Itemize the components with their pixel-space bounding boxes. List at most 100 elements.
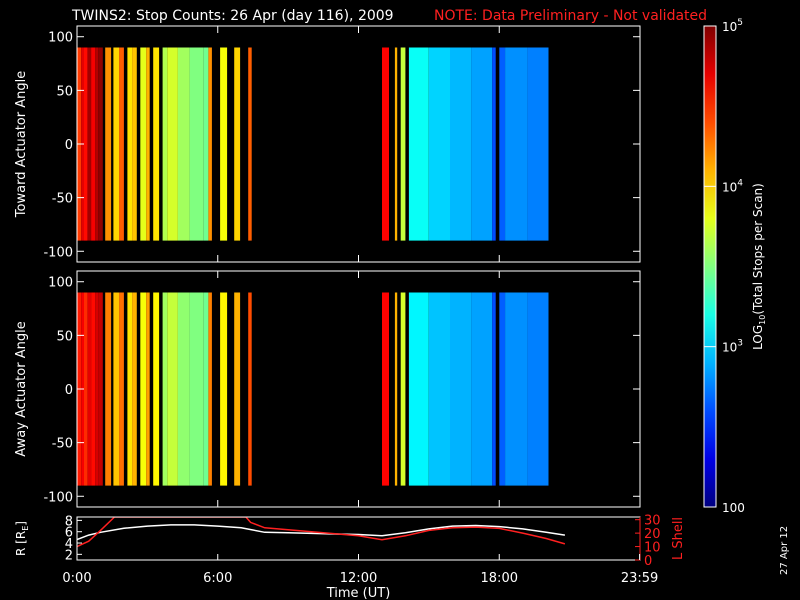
left-y-tick-label: 6: [65, 526, 73, 541]
colorbar-tick-label: 105: [722, 18, 743, 34]
y-tick-label: 0: [65, 383, 73, 398]
left-y-tick-label: 4: [65, 537, 73, 552]
heatmap-column-26: [394, 292, 398, 486]
y-tick-label: 50: [56, 329, 73, 344]
heatmap-column-31: [471, 47, 493, 241]
heatmap-column-20: [203, 292, 209, 486]
heatmap-column-31: [471, 292, 493, 486]
heatmap-column-7: [98, 47, 103, 241]
heatmap-column-12: [132, 292, 137, 486]
x-tick-label: 23:59: [621, 571, 658, 586]
x-axis-label: Time (UT): [326, 586, 391, 600]
heatmap-column-4: [87, 47, 92, 241]
heatmap-column-11: [127, 292, 133, 486]
heatmap-column-19: [189, 292, 204, 486]
heatmap-column-27: [400, 47, 406, 241]
left-y-tick-label: 2: [65, 548, 73, 563]
heatmap-column-13: [140, 292, 147, 486]
heatmap-column-32: [492, 47, 496, 241]
heatmap-column-30: [450, 47, 472, 241]
heatmap-column-17: [167, 292, 178, 486]
heatmap-column-34: [505, 292, 528, 486]
x-tick-label: 18:00: [481, 571, 518, 586]
heatmap-column-5: [91, 47, 96, 241]
colorbar-label: LOG10(Total Stops per Scan): [751, 183, 767, 350]
x-tick-label: 6:00: [203, 571, 232, 586]
heatmap-column-21: [208, 47, 212, 241]
heatmap-column-35: [527, 292, 549, 486]
heatmap-column-27: [400, 292, 406, 486]
heatmap-column-21: [208, 292, 212, 486]
heatmap-column-32: [492, 292, 496, 486]
heatmap-column-24: [248, 47, 252, 241]
heatmap-column-11: [127, 47, 133, 241]
x-tick-label: 12:00: [340, 571, 377, 586]
heatmap-panel-1: [77, 47, 549, 241]
preliminary-note: NOTE: Data Preliminary - Not validated: [434, 8, 708, 24]
heatmap-column-19: [189, 47, 204, 241]
heatmap-column-29: [428, 292, 450, 486]
heatmap-column-24: [248, 292, 252, 486]
heatmap-column-20: [203, 47, 209, 241]
lshell-series-line: [77, 517, 566, 548]
y-axis-label: Away Actuator Angle: [14, 321, 29, 456]
heatmap-panel-2: [77, 292, 549, 486]
heatmap-column-9: [113, 47, 120, 241]
y-tick-label: 50: [56, 84, 73, 99]
radius-axis-label: R [RE]: [14, 521, 30, 556]
heatmap-column-4: [87, 292, 92, 486]
heatmap-column-8: [105, 47, 112, 241]
heatmap-column-18: [177, 47, 190, 241]
heatmap-column-3: [84, 47, 88, 241]
y-tick-label: -100: [43, 245, 73, 260]
heatmap-column-10: [119, 47, 124, 241]
heatmap-column-5: [91, 292, 96, 486]
heatmap-column-33: [499, 292, 506, 486]
heatmap-column-22: [220, 292, 228, 486]
heatmap-column-29: [428, 47, 450, 241]
right-y-tick-label: 30: [644, 514, 661, 529]
heatmap-column-22: [220, 47, 228, 241]
y-tick-label: -50: [52, 192, 73, 207]
heatmap-column-3: [84, 292, 88, 486]
heatmap-column-16: [162, 292, 168, 486]
y-axis-label: Toward Actuator Angle: [14, 71, 29, 218]
heatmap-column-17: [167, 47, 178, 241]
heatmap-column-13: [140, 47, 147, 241]
heatmap-column-23: [234, 47, 241, 241]
lshell-axis-label: L Shell: [671, 517, 686, 560]
heatmap-column-8: [105, 292, 112, 486]
heatmap-column-15: [153, 47, 160, 241]
heatmap-column-23: [234, 292, 241, 486]
panel-frame: [76, 25, 641, 263]
heatmap-column-14: [146, 47, 150, 241]
y-tick-label: -50: [52, 437, 73, 452]
x-tick-label: 0:00: [62, 571, 91, 586]
left-y-tick-label: 8: [65, 514, 73, 529]
heatmap-column-9: [113, 292, 120, 486]
radius-series-line: [77, 524, 566, 541]
heatmap-column-10: [119, 292, 124, 486]
y-tick-label: 0: [65, 138, 73, 153]
right-y-tick-label: 20: [644, 527, 661, 542]
heatmap-column-25: [382, 292, 389, 486]
heatmap-column-16: [162, 47, 168, 241]
heatmap-column-12: [132, 47, 137, 241]
heatmap-column-6: [95, 292, 99, 486]
y-tick-label: -100: [43, 490, 73, 505]
right-y-tick-label: 10: [644, 541, 661, 556]
heatmap-column-15: [153, 292, 160, 486]
heatmap-column-26: [394, 47, 398, 241]
colorbar-tick-label: 104: [722, 178, 743, 194]
heatmap-column-18: [177, 292, 190, 486]
heatmap-column-25: [382, 47, 389, 241]
heatmap-column-28: [408, 292, 429, 486]
y-tick-label: 100: [48, 31, 73, 46]
heatmap-column-34: [505, 47, 528, 241]
heatmap-column-33: [499, 47, 506, 241]
heatmap-column-6: [95, 47, 99, 241]
colorbar-tick-label: 103: [722, 339, 743, 355]
panel-frame: [76, 270, 641, 508]
y-tick-label: 100: [48, 276, 73, 291]
